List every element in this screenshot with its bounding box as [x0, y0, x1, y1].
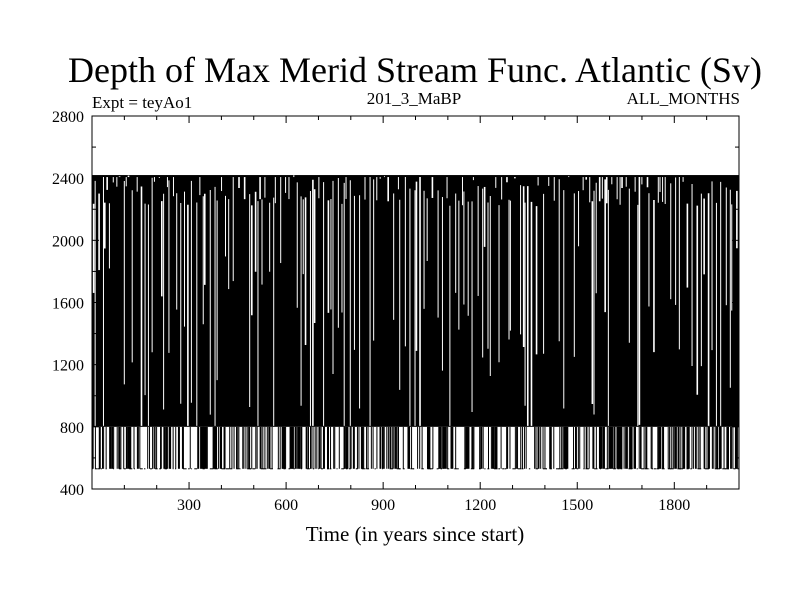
x-tick-label: 300: [177, 497, 201, 514]
series-gaps: [92, 175, 738, 426]
y-tick-label: 2400: [52, 171, 84, 188]
plot-frame: [91, 115, 740, 490]
y-tick-label: 1200: [52, 358, 84, 375]
y-tick-label: 2000: [52, 233, 84, 250]
subtitle-center: 201_3_MaBP: [367, 89, 461, 108]
x-tick-label: 900: [371, 497, 395, 514]
subtitle-left: Expt = teyAo1: [92, 93, 192, 112]
series-low-excursions: [91, 426, 739, 470]
y-tick-label: 800: [60, 420, 84, 437]
x-tick-label: 1200: [464, 497, 496, 514]
x-axis: 300 600 900 1200 1500 1800: [123, 116, 708, 514]
x-axis-label: Time (in years since start): [306, 522, 525, 546]
plot-area: [91, 175, 739, 470]
y-tick-label: 400: [60, 482, 84, 499]
chart-title: Depth of Max Merid Stream Func. Atlantic…: [68, 50, 762, 90]
x-tick-label: 1500: [561, 497, 593, 514]
x-tick-label: 600: [274, 497, 298, 514]
y-tick-label: 2800: [52, 109, 84, 126]
y-tick-label: 1600: [52, 296, 84, 313]
subtitle-right: ALL_MONTHS: [627, 89, 740, 108]
x-tick-label: 1800: [658, 497, 690, 514]
